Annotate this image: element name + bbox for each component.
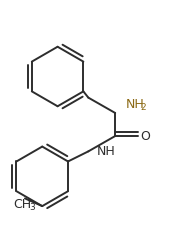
Text: NH: NH	[97, 145, 116, 158]
Text: 2: 2	[141, 103, 146, 112]
Text: CH: CH	[13, 198, 31, 211]
Text: O: O	[140, 129, 150, 142]
Text: 3: 3	[29, 203, 35, 212]
Text: NH: NH	[126, 98, 145, 111]
